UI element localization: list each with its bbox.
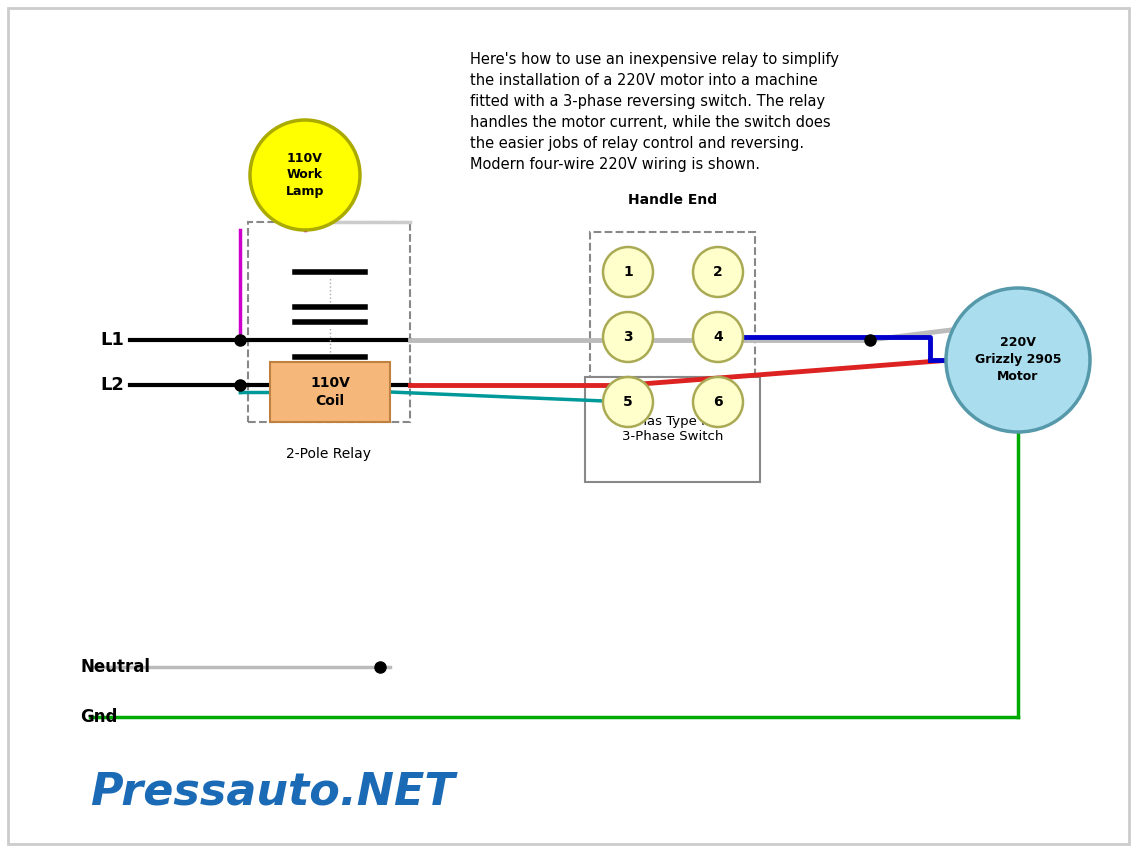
- Bar: [586, 377, 760, 482]
- Text: 3: 3: [623, 330, 633, 344]
- Text: 5: 5: [623, 395, 633, 409]
- Text: 6: 6: [713, 395, 723, 409]
- Text: 4: 4: [713, 330, 723, 344]
- Text: 2-Pole Relay: 2-Pole Relay: [287, 447, 372, 461]
- Circle shape: [603, 247, 653, 297]
- Text: 110V
Work
Lamp: 110V Work Lamp: [285, 152, 324, 199]
- Text: Here's how to use an inexpensive relay to simplify
the installation of a 220V mo: Here's how to use an inexpensive relay t…: [470, 52, 839, 172]
- Text: 110V
Coil: 110V Coil: [310, 376, 350, 408]
- Text: Furnas Type R44
3-Phase Switch: Furnas Type R44 3-Phase Switch: [619, 416, 727, 444]
- Circle shape: [603, 312, 653, 362]
- Text: L2: L2: [100, 376, 124, 394]
- Text: Handle End: Handle End: [628, 193, 717, 207]
- Text: 1: 1: [623, 265, 633, 279]
- Text: Gnd: Gnd: [80, 708, 117, 726]
- Circle shape: [250, 120, 360, 230]
- Bar: [590, 232, 755, 377]
- Circle shape: [946, 288, 1090, 432]
- Text: Neutral: Neutral: [80, 658, 150, 676]
- Circle shape: [603, 377, 653, 427]
- Text: L1: L1: [100, 331, 124, 349]
- Circle shape: [692, 247, 742, 297]
- Text: Pressauto.NET: Pressauto.NET: [90, 770, 455, 814]
- Bar: [269, 362, 390, 422]
- Bar: [248, 222, 410, 422]
- Text: 220V
Grizzly 2905
Motor: 220V Grizzly 2905 Motor: [974, 337, 1061, 383]
- Circle shape: [692, 312, 742, 362]
- Text: 2: 2: [713, 265, 723, 279]
- Circle shape: [692, 377, 742, 427]
